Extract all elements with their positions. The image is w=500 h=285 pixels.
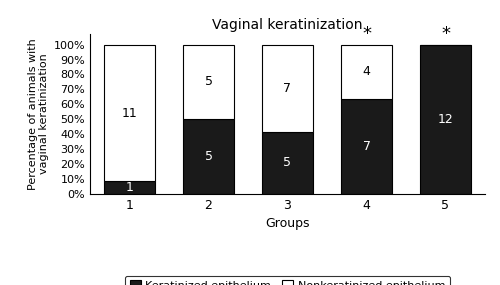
Text: 5: 5 [204,150,212,163]
Text: *: * [362,25,371,43]
Bar [262,132,313,194]
Text: *: * [441,25,450,43]
Text: 5: 5 [204,76,212,88]
Text: 4: 4 [362,65,370,78]
Text: 7: 7 [284,82,292,95]
Bar [341,99,392,194]
X-axis label: Groups: Groups [265,217,310,230]
Text: 5: 5 [284,156,292,169]
Text: 1: 1 [126,181,134,194]
Bar [183,45,234,119]
Bar [341,45,392,99]
Bar [183,119,234,194]
Bar [420,45,471,194]
Bar [104,45,155,181]
Legend: Keratinized epithelium, Nonkeratinized epithelium: Keratinized epithelium, Nonkeratinized e… [126,276,450,285]
Text: 12: 12 [438,113,454,126]
Bar [262,45,313,132]
Text: 11: 11 [122,107,138,119]
Bar [104,181,155,194]
Title: Vaginal keratinization: Vaginal keratinization [212,18,363,32]
Y-axis label: Percentage of animals with
vaginal keratinization: Percentage of animals with vaginal kerat… [28,38,50,190]
Text: 7: 7 [362,140,370,153]
